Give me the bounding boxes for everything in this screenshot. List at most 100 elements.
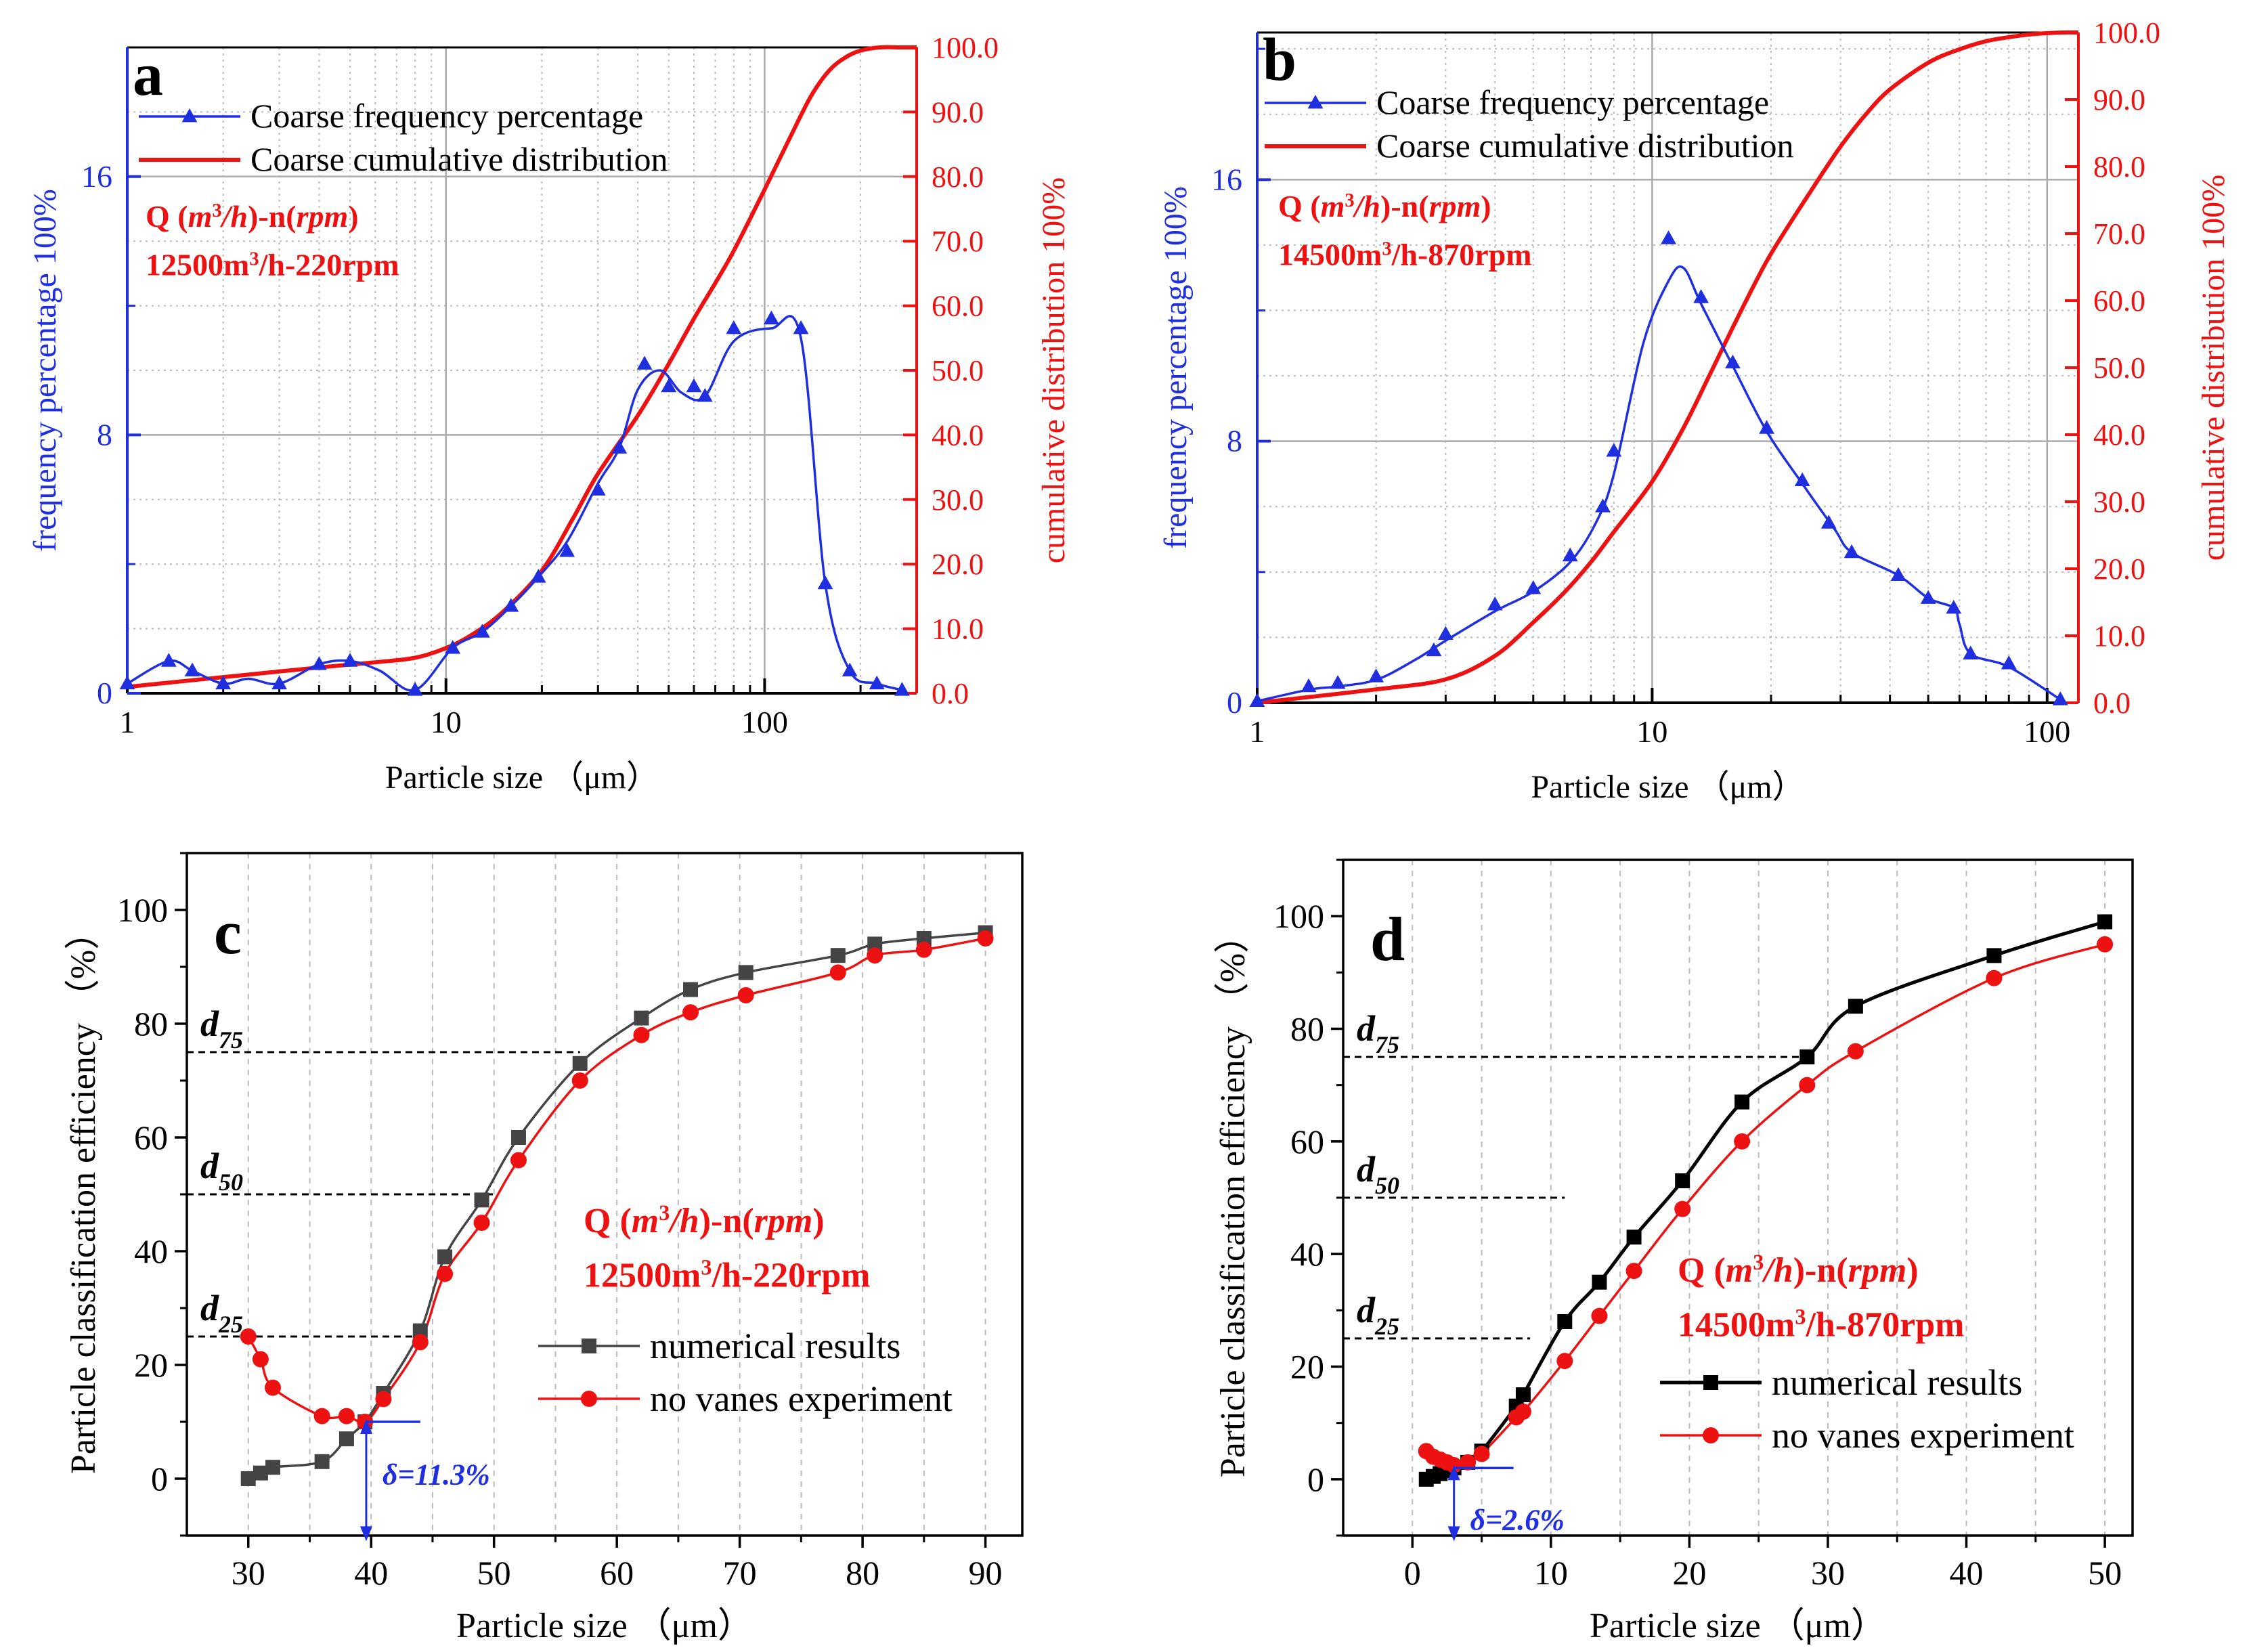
frequency-point bbox=[1301, 678, 1317, 693]
annotation-text: 12500m bbox=[584, 1257, 701, 1295]
series-line-cumulative bbox=[127, 45, 917, 689]
y-right-tick-label: 10.0 bbox=[932, 613, 984, 646]
panel-label: d bbox=[1370, 905, 1405, 974]
y-tick-label: 80 bbox=[1290, 1010, 1324, 1048]
y-right-tick-label: 80.0 bbox=[932, 160, 984, 194]
numerical-point bbox=[510, 1130, 526, 1145]
experiment-point bbox=[571, 1072, 588, 1089]
x-axis-title: Particle size （μm） bbox=[1531, 769, 1804, 805]
panel-d-annotation-line2: 14500m3/h-870rpm bbox=[1678, 1305, 1964, 1345]
numerical-point bbox=[1799, 1049, 1815, 1065]
experiment-point bbox=[313, 1408, 330, 1425]
annotation-text: )-n( bbox=[1793, 1251, 1848, 1290]
x-tick-label: 70 bbox=[723, 1554, 757, 1592]
annotation-text: )-n( bbox=[1380, 189, 1429, 223]
y-right-tick-label: 70.0 bbox=[2093, 217, 2145, 251]
delta-arrow-up bbox=[359, 1419, 372, 1434]
y-right-tick-label: 20.0 bbox=[2093, 552, 2145, 586]
annotation-text: ) bbox=[348, 199, 358, 234]
legend-marker-experiment bbox=[1703, 1427, 1719, 1443]
annotation-text: Q ( bbox=[146, 199, 188, 234]
annotation-unit-italic: m bbox=[1321, 189, 1345, 223]
experiment-point bbox=[1625, 1263, 1642, 1280]
y-right-tick-label: 40.0 bbox=[2093, 418, 2145, 452]
panel-label: c bbox=[214, 898, 242, 967]
annotation-text: )-n( bbox=[699, 1202, 754, 1240]
numerical-point bbox=[437, 1249, 453, 1265]
y-tick-label: 40 bbox=[134, 1232, 168, 1270]
numerical-point bbox=[683, 982, 699, 997]
legend-marker-numerical bbox=[582, 1339, 596, 1353]
annotation-text: ) bbox=[812, 1202, 824, 1240]
annotation-superscript: 3 bbox=[1382, 238, 1391, 259]
annotation-unit-italic: m bbox=[632, 1202, 659, 1240]
numerical-point bbox=[1626, 1230, 1642, 1245]
experiment-point bbox=[1734, 1133, 1751, 1150]
annotation-unit-italic: rpm bbox=[1848, 1251, 1907, 1290]
experiment-point bbox=[1473, 1446, 1490, 1462]
legend: Coarse frequency percentage Coarse cumula… bbox=[1265, 83, 1794, 165]
y-right-axis-title: cumulative distribution 100% bbox=[2196, 175, 2231, 561]
annotation-superscript: 3 bbox=[659, 1200, 670, 1225]
experiment-point bbox=[1986, 970, 2003, 986]
y-tick-label: 100 bbox=[117, 891, 168, 929]
y-left-tick-label: 16 bbox=[81, 159, 112, 194]
numerical-point bbox=[1675, 1173, 1690, 1189]
legend-label-cumulative: Coarse cumulative distribution bbox=[250, 140, 668, 178]
frequency-point bbox=[1661, 230, 1676, 244]
x-tick-label: 40 bbox=[1950, 1554, 1984, 1592]
x-tick-label: 90 bbox=[969, 1554, 1003, 1592]
delta-label: δ=2.6% bbox=[1470, 1504, 1565, 1537]
numerical-point bbox=[867, 936, 883, 952]
frequency-point bbox=[1437, 626, 1454, 640]
d-label-letter: d bbox=[200, 1003, 219, 1044]
numerical-point bbox=[572, 1056, 588, 1071]
frequency-point bbox=[611, 439, 628, 454]
frequency-point bbox=[407, 682, 423, 696]
x-tick-label: 80 bbox=[846, 1554, 879, 1592]
y-right-tick-label: 30.0 bbox=[932, 483, 984, 517]
frequency-point bbox=[1920, 590, 1936, 604]
numerical-point bbox=[1592, 1274, 1607, 1290]
frequency-point bbox=[342, 653, 358, 667]
annotation-unit-italic: /h bbox=[220, 199, 248, 234]
frequency-point bbox=[1794, 472, 1810, 487]
d-label-subscript: 75 bbox=[219, 1026, 243, 1053]
y-left-tick-label: 0 bbox=[1227, 685, 1242, 720]
d-label-letter: d bbox=[1357, 1149, 1376, 1190]
experiment-point bbox=[240, 1328, 257, 1345]
annotation-superscript: 3 bbox=[249, 248, 259, 269]
x-tick-label: 1 bbox=[1250, 714, 1265, 749]
experiment-point bbox=[737, 987, 754, 1003]
x-tick-label: 50 bbox=[2088, 1554, 2122, 1592]
annotation-unit-italic: /h bbox=[667, 1202, 699, 1240]
series-line-frequency bbox=[1257, 265, 2061, 703]
frequency-point bbox=[1562, 547, 1578, 562]
panel-c: 30 40 50 60 70 80 90 0 20 40 60 80 100 Particle size … bbox=[64, 852, 1024, 1645]
d75-label: d75 bbox=[1357, 1008, 1399, 1058]
frequency-point bbox=[1426, 642, 1442, 657]
frequency-point bbox=[474, 624, 490, 638]
frequency-point bbox=[1368, 668, 1384, 682]
experiment-point bbox=[633, 1026, 650, 1043]
y-left-axis-title: frequency percentage 100% bbox=[27, 189, 63, 552]
d-label-letter: d bbox=[200, 1288, 219, 1328]
numerical-point bbox=[1557, 1313, 1573, 1329]
panel-b: 1 10 100 0 8 16 0.0 10.0 20.0 30.0 40.0 50.0 60.0 70.… bbox=[1158, 16, 2231, 805]
panel-a: 1 10 100 0 8 16 0.0 10.0 20.0 30.0 40.0 50.0 60.0 70.… bbox=[27, 31, 1072, 796]
y-tick-label: 80 bbox=[134, 1005, 168, 1043]
frequency-point bbox=[1946, 599, 1962, 614]
experiment-point bbox=[265, 1379, 282, 1396]
legend-marker-frequency bbox=[181, 108, 198, 123]
x-tick-label: 40 bbox=[354, 1554, 388, 1592]
annotation-superscript: 3 bbox=[212, 200, 221, 221]
experiment-point bbox=[510, 1152, 527, 1169]
legend: Coarse frequency percentage Coarse cumula… bbox=[139, 97, 668, 178]
frequency-point bbox=[503, 598, 519, 612]
frequency-point bbox=[1963, 645, 1979, 659]
numerical-point bbox=[1848, 999, 1863, 1014]
x-tick-label: 60 bbox=[600, 1554, 634, 1592]
experiment-point bbox=[1799, 1077, 1816, 1093]
y-right-tick-label: 50.0 bbox=[932, 354, 984, 387]
